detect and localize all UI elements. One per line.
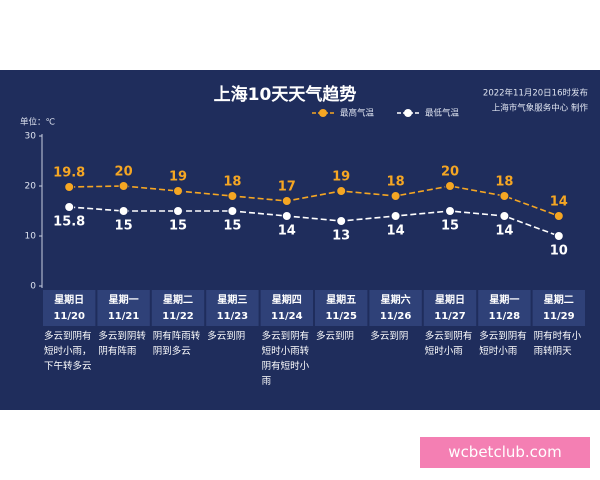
data-point (118, 206, 129, 216)
publish-note: 2022年11月20日16时发布 (483, 88, 588, 99)
series-line (69, 206, 560, 237)
data-point (553, 211, 564, 221)
weather-description: 阴有阵雨转阴到多云 (152, 331, 201, 357)
data-label: 15.8 (53, 215, 85, 230)
data-label: 15 (115, 219, 133, 234)
y-tick-label: 30 (25, 132, 37, 142)
x-tick-label: 11/20 (53, 311, 85, 322)
data-point (281, 196, 292, 206)
watermark: wcbetclub.com (420, 437, 590, 468)
data-point (499, 191, 510, 201)
y-tick-label: 10 (25, 232, 37, 242)
data-label: 10 (550, 244, 568, 259)
weather-description: 多云到阴 (316, 331, 355, 342)
data-point (173, 186, 183, 196)
x-tick-label: 11/29 (543, 311, 575, 322)
weather-description: 阴有时有小雨转阴天 (533, 331, 582, 357)
weather-description: 多云到阴有短时小雨 (479, 331, 527, 357)
data-label: 17 (278, 180, 296, 195)
weather-description: 多云到阴 (370, 331, 409, 342)
data-point (499, 211, 510, 221)
x-tick-label: 11/24 (271, 311, 303, 322)
weather-description: 多云到阴有短时小雨转阴有短时小雨 (261, 331, 310, 387)
weekday-label: 星期四 (272, 293, 302, 306)
data-point (64, 202, 75, 212)
x-tick-label: 11/22 (162, 311, 194, 322)
header-cell (260, 290, 313, 326)
data-label: 19 (332, 170, 350, 185)
chart-title: 上海10天天气趋势 (214, 84, 357, 105)
header-cell (206, 290, 259, 326)
data-label: 13 (332, 229, 350, 244)
header-cell (478, 290, 531, 326)
data-label: 15 (169, 219, 187, 234)
data-label: 15 (223, 219, 241, 234)
legend-marker (319, 109, 327, 117)
weekday-label: 星期六 (381, 293, 411, 306)
legend-label: 最低气温 (425, 108, 460, 119)
weekday-label: 星期二 (544, 293, 574, 306)
data-point (336, 186, 347, 196)
weekday-label: 星期三 (217, 293, 247, 306)
data-label: 18 (223, 175, 241, 190)
weather-description: 多云到阴有短时小雨 (424, 331, 473, 357)
x-tick-label: 11/28 (489, 311, 521, 322)
legend-label: 最高气温 (340, 108, 375, 119)
data-label: 14 (278, 224, 296, 239)
weekday-label: 星期日 (435, 293, 465, 306)
data-point (281, 211, 292, 221)
data-point (390, 191, 401, 201)
header-cell (315, 290, 368, 326)
data-label: 20 (441, 165, 459, 180)
data-point (118, 181, 129, 191)
header-cell (97, 290, 150, 326)
series-line (69, 185, 560, 217)
x-tick-label: 11/25 (325, 311, 357, 322)
weekday-label: 星期日 (54, 293, 84, 306)
data-point (173, 206, 183, 216)
weekday-label: 星期二 (163, 293, 193, 306)
panel (0, 70, 600, 410)
header-cell (532, 290, 585, 326)
data-point (227, 191, 238, 201)
x-tick-label: 11/23 (217, 311, 249, 322)
data-point (336, 216, 347, 226)
header-cell (423, 290, 477, 326)
header-cell (369, 290, 422, 326)
data-label: 18 (387, 175, 405, 190)
data-label: 15 (441, 219, 459, 234)
publish-note: 上海市气象服务中心 制作 (492, 103, 589, 114)
weekday-label: 星期五 (326, 293, 356, 306)
weather-description: 多云到阴 (207, 331, 246, 342)
data-label: 14 (550, 195, 568, 210)
data-point (445, 206, 455, 216)
x-tick-label: 11/21 (108, 311, 140, 322)
y-tick-label: 0 (30, 282, 36, 292)
weekday-label: 星期一 (489, 293, 519, 306)
unit-label: 单位：℃ (20, 117, 56, 128)
data-label: 20 (115, 165, 133, 180)
data-label: 14 (387, 224, 405, 239)
data-point (390, 211, 401, 221)
header-cell (151, 290, 205, 326)
data-point (64, 182, 75, 192)
x-tick-label: 11/27 (434, 311, 466, 322)
data-point (227, 206, 238, 216)
data-label: 19.8 (53, 166, 85, 181)
data-point (445, 181, 455, 191)
weekday-label: 星期一 (109, 293, 139, 306)
x-tick-label: 11/26 (380, 311, 412, 322)
weather-description: 多云到阴转阴有阵雨 (98, 331, 146, 357)
data-label: 18 (495, 175, 513, 190)
data-point (553, 231, 564, 241)
legend-marker (404, 109, 412, 117)
weather-description: 多云到阴有短时小雨，下午转多云 (44, 331, 92, 372)
header-cell (43, 290, 96, 326)
y-tick-label: 20 (25, 182, 37, 192)
data-label: 14 (495, 224, 513, 239)
data-label: 19 (169, 170, 187, 185)
